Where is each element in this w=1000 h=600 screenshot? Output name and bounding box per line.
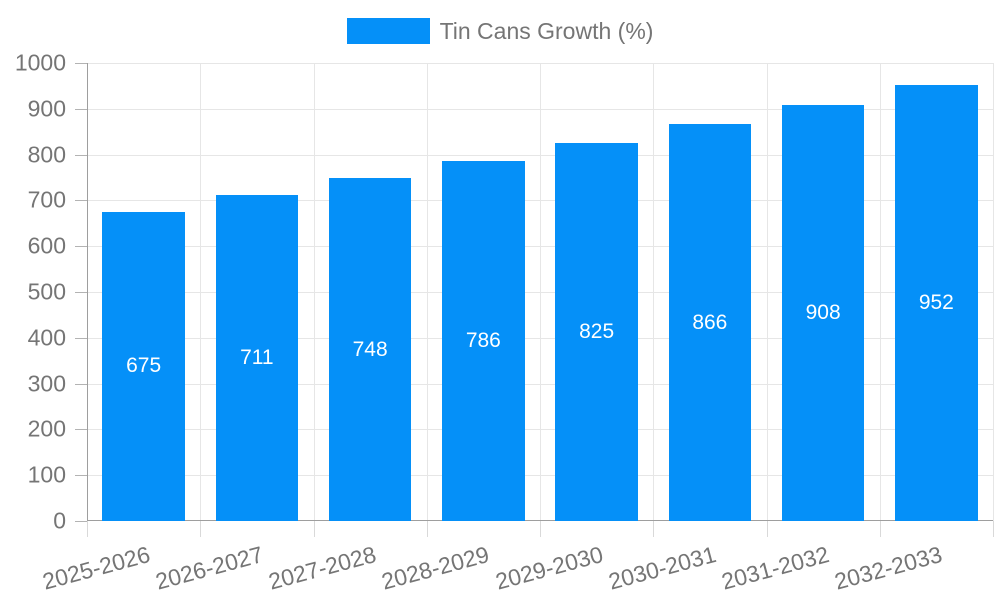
y-axis-tick-label: 100 <box>27 461 66 488</box>
y-axis-tick-label: 600 <box>27 232 66 259</box>
bar-value-label: 711 <box>240 346 274 370</box>
x-axis-tick <box>993 521 994 537</box>
bar-2030-2031[interactable]: 866 <box>668 124 752 521</box>
bar-2029-2030[interactable]: 825 <box>555 143 638 521</box>
y-axis-tick-label: 1000 <box>14 49 66 76</box>
y-axis-tick-label: 700 <box>27 186 66 213</box>
gridline-vertical <box>766 63 768 521</box>
y-axis-tick <box>75 429 87 431</box>
x-axis-category-label: 2030-2031 <box>605 541 719 595</box>
gridline-vertical <box>653 63 655 521</box>
y-axis-tick <box>75 475 87 477</box>
bar-2031-2032[interactable]: 908 <box>781 105 865 521</box>
y-axis-tick <box>75 337 87 339</box>
y-axis-line <box>87 63 88 521</box>
y-axis-tick <box>75 246 87 248</box>
y-axis-tick <box>75 383 87 385</box>
bar-2026-2027[interactable]: 711 <box>215 195 299 521</box>
bar-value-label: 786 <box>465 329 501 352</box>
bar-value-label: 866 <box>692 310 728 334</box>
y-axis-tick <box>75 154 87 156</box>
x-axis-tick <box>200 521 202 537</box>
gridline-vertical <box>879 63 881 521</box>
x-axis-category-label: 2031-2032 <box>718 541 832 595</box>
y-axis-tick-label: 300 <box>27 370 66 397</box>
x-axis-category-label: 2026-2027 <box>152 541 266 595</box>
x-axis-tick <box>313 521 315 537</box>
x-axis-category-label: 2029-2030 <box>492 541 606 595</box>
x-axis-tick <box>87 521 88 537</box>
x-axis-tick <box>879 521 881 537</box>
bar-2032-2033[interactable]: 952 <box>895 85 978 521</box>
x-axis-category-label: 2032-2033 <box>832 541 946 595</box>
y-axis-tick <box>75 200 87 202</box>
legend-label: Tin Cans Growth (%) <box>439 18 654 44</box>
bar-2025-2026[interactable]: 675 <box>102 211 185 521</box>
x-axis-tick <box>766 521 768 537</box>
bar-value-label: 675 <box>126 354 162 378</box>
x-axis-category-label: 2028-2029 <box>379 541 493 595</box>
x-axis-category-label: 2027-2028 <box>265 541 379 595</box>
y-axis-tick-label: 0 <box>53 507 66 534</box>
gridline-vertical <box>426 63 428 521</box>
y-axis-tick-label: 900 <box>27 95 66 122</box>
plot-area: 675 711 748 786 825 866 908 952 <box>75 63 994 537</box>
bar-value-label: 908 <box>805 301 841 325</box>
y-axis-tick <box>75 108 87 110</box>
x-axis-tick <box>540 521 541 537</box>
y-axis-tick-label: 400 <box>27 324 66 351</box>
gridline-vertical <box>200 63 202 521</box>
bar-value-label: 825 <box>579 320 615 344</box>
y-axis-tick <box>75 63 87 64</box>
bar-value-label: 952 <box>918 291 954 314</box>
x-axis-line <box>87 520 993 521</box>
x-axis-tick <box>653 521 655 537</box>
y-axis-tick-label: 800 <box>27 141 66 168</box>
y-axis-tick <box>75 521 87 522</box>
bar-2027-2028[interactable]: 748 <box>328 178 412 521</box>
gridline-vertical <box>993 63 994 521</box>
y-axis-tick <box>75 292 87 293</box>
y-axis-tick-label: 200 <box>27 415 66 442</box>
x-axis-category-label: 2025-2026 <box>39 541 153 595</box>
legend-swatch-icon <box>346 18 430 44</box>
y-axis-tick-label: 500 <box>27 278 66 305</box>
bar-value-label: 748 <box>352 337 388 361</box>
gridline-vertical <box>540 63 541 521</box>
gridline-vertical <box>313 63 315 521</box>
bar-2028-2029[interactable]: 786 <box>442 161 525 521</box>
legend: Tin Cans Growth (%) <box>0 18 1000 44</box>
x-axis-tick <box>426 521 428 537</box>
